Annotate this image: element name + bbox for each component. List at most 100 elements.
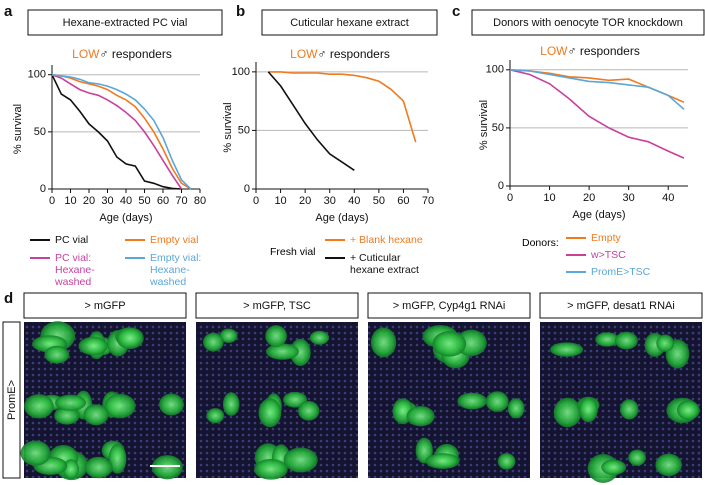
- legend-swatch: [30, 239, 50, 241]
- row-label-box: [2, 321, 21, 479]
- subtitle-text: ♂ responders: [567, 44, 639, 58]
- subtitle-text: ♂ responders: [99, 47, 171, 61]
- cell-blob: [601, 459, 627, 475]
- cell-blob: [370, 327, 397, 358]
- legend-title: Donors:: [522, 237, 559, 249]
- y-tick-label: 0: [498, 180, 504, 192]
- cell-blob: [55, 394, 86, 411]
- legend-item: w>TSC: [566, 249, 676, 261]
- cell-blob: [254, 459, 288, 480]
- legend-swatch: [125, 257, 145, 259]
- legend-item: Empty: [566, 232, 676, 244]
- y-tick-label: 0: [244, 183, 250, 195]
- legend-item: PC vial: [30, 234, 130, 246]
- x-tick-label: 50: [373, 195, 385, 207]
- y-axis-label: % survival: [478, 100, 490, 150]
- cell-blob: [44, 345, 70, 364]
- legend-label: w>TSC: [591, 249, 626, 261]
- image-title-box: [195, 292, 359, 319]
- cell-blob: [595, 332, 620, 347]
- y-axis-label: % survival: [222, 102, 234, 152]
- title-box: [27, 9, 223, 36]
- y-tick-label: 50: [34, 126, 46, 138]
- cell-blob: [507, 398, 525, 419]
- subtitle: LOW♂ responders: [290, 47, 390, 61]
- cell-blob: [309, 330, 330, 345]
- legend-label: PC vial: [55, 234, 89, 246]
- cell-blob: [485, 391, 509, 412]
- legend-label: + Blank hexane: [350, 234, 423, 246]
- x-tick-label: 10: [543, 192, 555, 204]
- survival-line: [509, 69, 685, 104]
- cell-blob: [283, 391, 308, 408]
- y-axis-label: % survival: [12, 104, 24, 154]
- cell-blob: [203, 332, 224, 352]
- survival-line: [267, 71, 355, 171]
- survival-line: [51, 73, 183, 190]
- survival-line: [51, 73, 192, 190]
- x-tick-label: 20: [299, 195, 311, 207]
- legend-label: Empty vial: Hexane-washed: [150, 252, 202, 288]
- cell-blob: [406, 405, 435, 427]
- y-tick-label: 100: [232, 66, 250, 78]
- cell-blob: [457, 392, 487, 410]
- legend-label: + Cuticular hexane extract: [350, 252, 419, 276]
- cell-blob: [78, 336, 108, 356]
- panel-letter: a: [4, 3, 13, 20]
- survival-line: [51, 73, 192, 190]
- cell-blob: [283, 447, 318, 473]
- x-tick-label: 30: [324, 195, 336, 207]
- subtitle: LOW♂ responders: [540, 44, 640, 58]
- legend-item: + Cuticular hexane extract: [325, 252, 435, 276]
- image-title-box: [23, 292, 187, 319]
- legend-label: Empty vial: [150, 234, 199, 246]
- image-title-box: [367, 292, 531, 319]
- panel-letter: b: [236, 3, 245, 20]
- x-tick-label: 10: [64, 195, 76, 207]
- subtitle-highlight: LOW: [290, 47, 318, 61]
- cell-blob: [628, 449, 646, 466]
- cell-blob: [159, 393, 184, 416]
- x-axis-label: Age (days): [572, 209, 625, 221]
- legend-swatch: [566, 271, 586, 273]
- subtitle-highlight: LOW: [72, 47, 100, 61]
- cell-blob: [54, 406, 80, 425]
- cell-blob: [84, 456, 113, 479]
- x-tick-label: 50: [138, 195, 150, 207]
- image-title: > mGFP, desat1 RNAi: [567, 300, 675, 312]
- subtitle: LOW♂ responders: [72, 47, 172, 61]
- cell-blob: [620, 399, 639, 420]
- image-title: > mGFP, Cyp4g1 RNAi: [393, 300, 506, 312]
- y-tick-label: 0: [40, 183, 46, 195]
- y-tick-label: 100: [486, 64, 504, 76]
- x-tick-label: 60: [397, 195, 409, 207]
- cell-blob: [20, 440, 51, 466]
- legend-swatch: [125, 239, 145, 241]
- legend-item: Empty vial: [125, 234, 225, 246]
- cell-blob: [24, 394, 54, 419]
- legend-title: Fresh vial: [270, 246, 316, 258]
- panel-letter: d: [4, 290, 13, 307]
- cell-blob: [265, 325, 287, 347]
- y-tick-label: 50: [492, 122, 504, 134]
- title-box: [471, 9, 705, 36]
- cell-blob: [655, 453, 682, 477]
- cell-blob: [425, 453, 460, 469]
- x-tick-label: 70: [422, 195, 434, 207]
- x-tick-label: 0: [49, 195, 55, 207]
- cell-blob: [497, 453, 516, 470]
- x-tick-label: 40: [120, 195, 132, 207]
- legend-swatch: [30, 257, 50, 259]
- x-tick-label: 30: [623, 192, 635, 204]
- image-title: > mGFP: [84, 300, 125, 312]
- cell-blob: [116, 327, 144, 350]
- x-tick-label: 0: [253, 195, 259, 207]
- subtitle-highlight: LOW: [540, 44, 568, 58]
- x-tick-label: 70: [175, 195, 187, 207]
- survival-line: [268, 71, 417, 143]
- chart-title: Donors with oenocyte TOR knockdown: [493, 17, 683, 29]
- x-tick-label: 30: [101, 195, 113, 207]
- cell-blob: [432, 331, 467, 357]
